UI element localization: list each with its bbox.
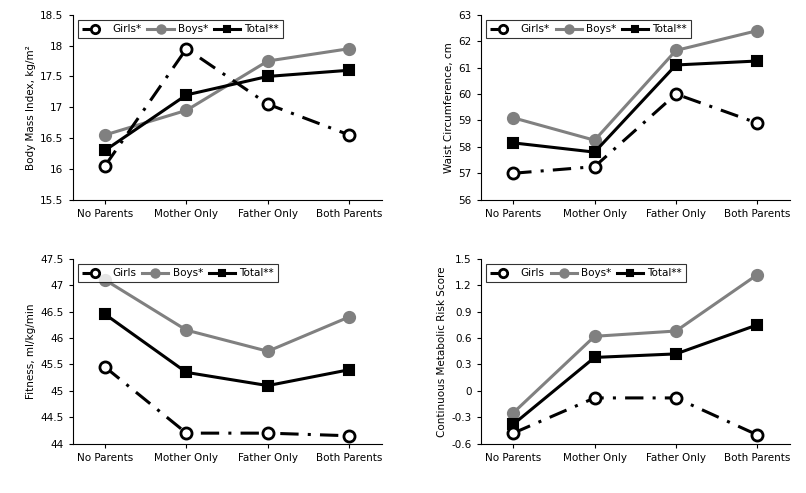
- Y-axis label: Body Mass Index, kg/m²: Body Mass Index, kg/m²: [26, 45, 36, 170]
- Y-axis label: Fitness, ml/kg/min: Fitness, ml/kg/min: [26, 304, 36, 399]
- Y-axis label: Continuous Metabolic Risk Score: Continuous Metabolic Risk Score: [437, 266, 447, 436]
- Legend: Girls*, Boys*, Total**: Girls*, Boys*, Total**: [77, 20, 283, 38]
- Y-axis label: Waist Circumference, cm: Waist Circumference, cm: [444, 42, 455, 173]
- Legend: Girls, Boys*, Total**: Girls, Boys*, Total**: [486, 264, 686, 282]
- Legend: Girls*, Boys*, Total**: Girls*, Boys*, Total**: [486, 20, 692, 38]
- Legend: Girls, Boys*, Total**: Girls, Boys*, Total**: [77, 264, 278, 282]
